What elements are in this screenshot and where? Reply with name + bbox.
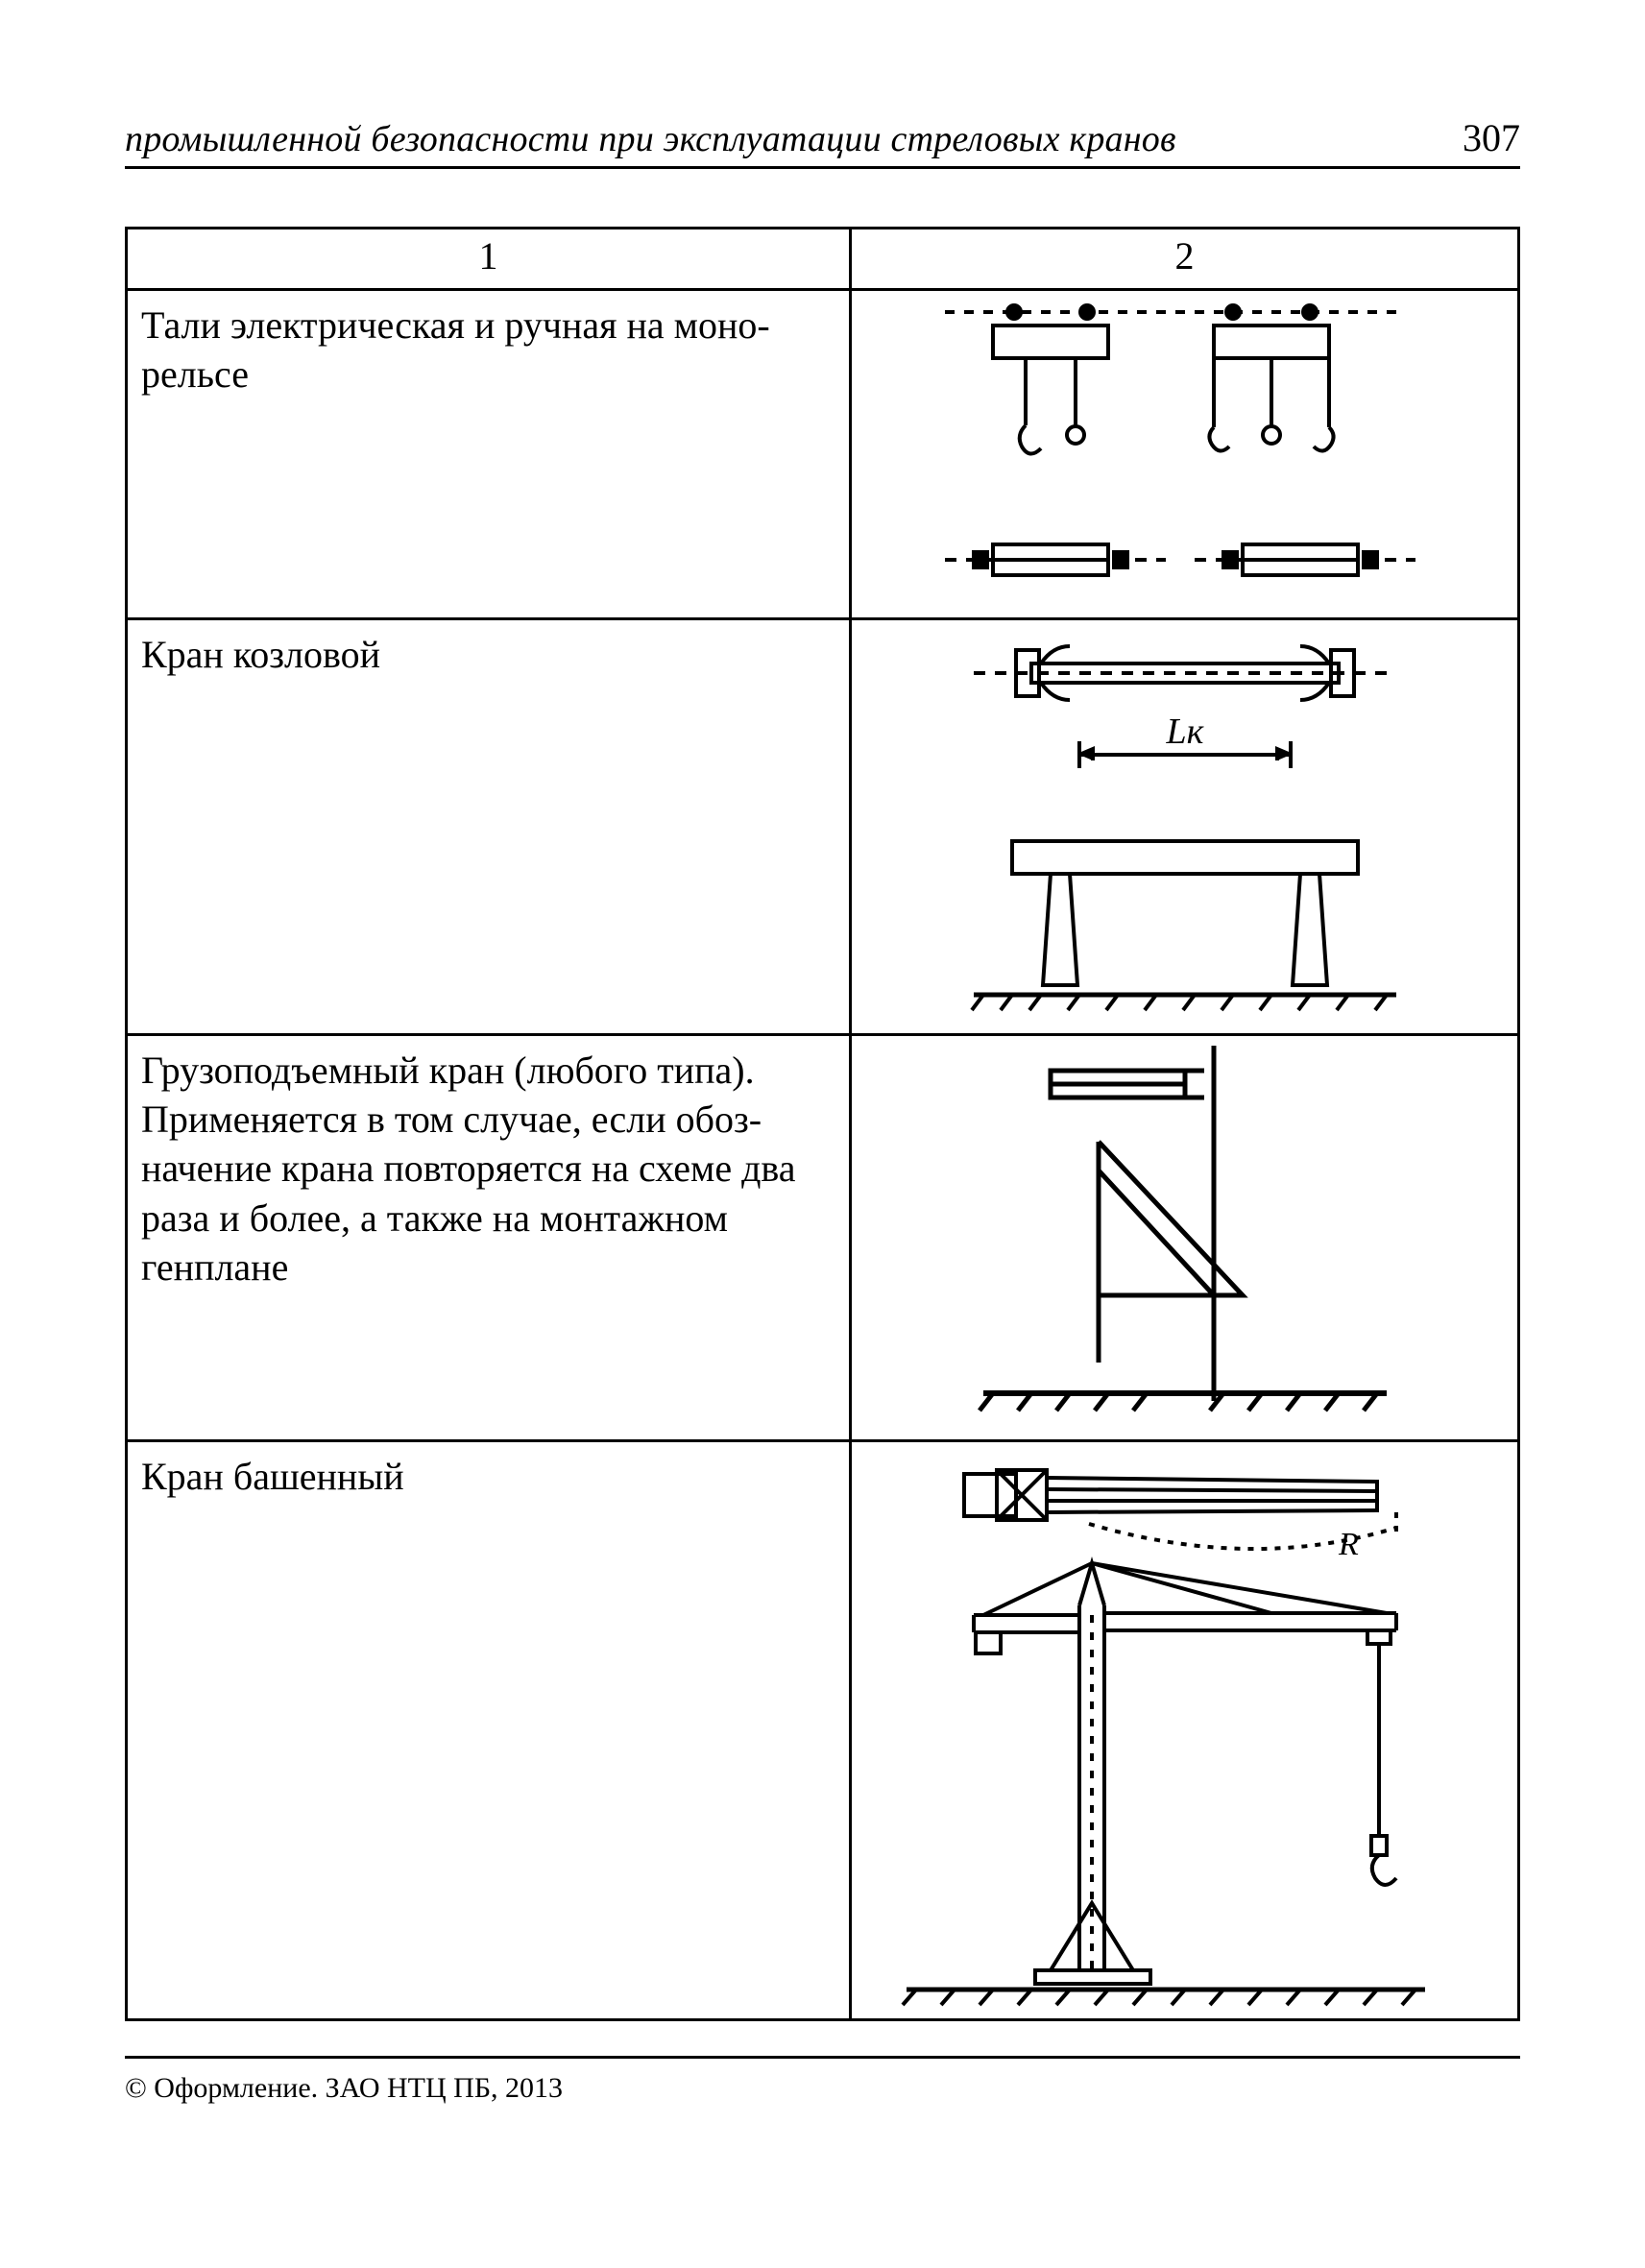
running-head: промышленной безопасности при эксплуатац… xyxy=(125,118,1176,160)
table-row: Тали электрическая и ручная на моно­рель… xyxy=(127,290,1519,619)
generic-crane-diagram xyxy=(916,1036,1454,1439)
row-text: Тали электрическая и ручная на моно­рель… xyxy=(128,291,849,410)
footer-rule xyxy=(125,2056,1520,2059)
page-header: промышленной безопасности при эксплуатац… xyxy=(125,115,1520,169)
row-text: Грузоподъемный кран (любого типа). Приме… xyxy=(128,1036,849,1303)
row-diagram-cell xyxy=(851,1035,1519,1441)
row-diagram-cell xyxy=(851,290,1519,619)
row-text-cell: Грузоподъемный кран (любого типа). Приме… xyxy=(127,1035,851,1441)
page-footer: © Оформление. ЗАО НТЦ ПБ, 2013 xyxy=(125,2056,1520,2105)
span-label: Lк xyxy=(1165,712,1204,752)
row-text: Кран башенный xyxy=(128,1442,849,1512)
radius-label: R xyxy=(1338,1527,1359,1562)
gantry-crane-diagram: Lк xyxy=(916,620,1454,1033)
table-header-row: 1 2 xyxy=(127,229,1519,290)
row-text: Кран козловой xyxy=(128,620,849,690)
page: промышленной безопасности при эксплуатац… xyxy=(0,0,1645,2268)
col-header-2: 2 xyxy=(851,229,1519,290)
table-row: Грузоподъемный кран (любого типа). Приме… xyxy=(127,1035,1519,1441)
tower-crane-diagram: R xyxy=(887,1442,1483,2018)
footer-text: © Оформление. ЗАО НТЦ ПБ, 2013 xyxy=(125,2072,1520,2105)
table-row: Кран башенный xyxy=(127,1441,1519,2020)
page-number: 307 xyxy=(1463,115,1520,160)
col-header-1: 1 xyxy=(127,229,851,290)
row-text-cell: Кран башенный xyxy=(127,1441,851,2020)
row-diagram-cell: Lк xyxy=(851,619,1519,1035)
hoist-monorail-diagram xyxy=(916,291,1454,617)
crane-symbol-table: 1 2 Тали электрическая и ручная на моно­… xyxy=(125,227,1520,2021)
row-text-cell: Кран козловой xyxy=(127,619,851,1035)
table-row: Кран козловой xyxy=(127,619,1519,1035)
row-diagram-cell: R xyxy=(851,1441,1519,2020)
row-text-cell: Тали электрическая и ручная на моно­рель… xyxy=(127,290,851,619)
